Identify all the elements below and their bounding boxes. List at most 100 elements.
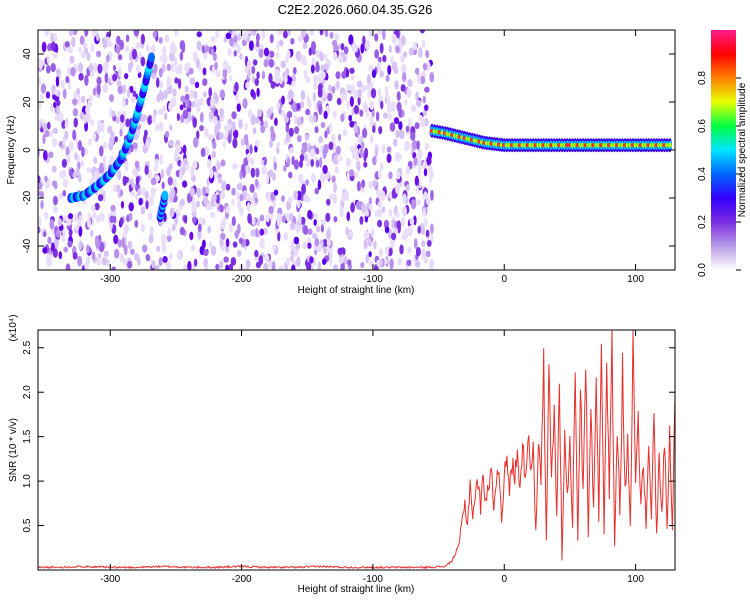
noise-cell xyxy=(169,207,175,218)
noise-cell xyxy=(204,127,209,138)
noise-cell xyxy=(144,165,149,176)
noise-cell xyxy=(396,101,402,112)
noise-cell xyxy=(115,116,120,125)
noise-cell xyxy=(254,145,258,153)
noise-cell xyxy=(255,179,259,188)
noise-cell xyxy=(73,117,79,128)
noise-cell xyxy=(346,83,352,92)
noise-cell xyxy=(52,127,59,134)
noise-cell xyxy=(349,145,355,153)
noise-cell xyxy=(164,34,170,43)
noise-cell xyxy=(296,116,302,127)
noise-cell xyxy=(231,111,237,120)
noise-cell xyxy=(329,122,333,133)
noise-cell xyxy=(310,64,315,74)
noise-cell xyxy=(346,100,350,110)
noise-cell xyxy=(415,91,419,102)
noise-cell xyxy=(244,239,250,247)
noise-cell xyxy=(246,202,251,212)
noise-cell xyxy=(79,111,85,120)
noise-cell xyxy=(245,193,252,202)
snr-x-axis: -300 -200 -100 0 100 xyxy=(100,330,644,585)
noise-cell xyxy=(407,79,413,88)
noise-cell xyxy=(192,160,198,170)
noise-cell xyxy=(75,166,80,176)
tone-track-cell xyxy=(147,52,155,63)
noise-cell xyxy=(119,252,125,263)
noise-cell xyxy=(137,188,142,196)
noise-cell xyxy=(292,66,297,75)
noise-cell xyxy=(359,186,365,194)
noise-cell xyxy=(267,108,272,117)
noise-cell xyxy=(229,36,234,47)
noise-cell xyxy=(319,156,323,168)
noise-cell xyxy=(393,138,398,147)
noise-cell xyxy=(276,141,281,149)
noise-cell xyxy=(72,98,78,106)
noise-cell xyxy=(318,103,323,115)
noise-cell xyxy=(338,256,345,264)
y-tick-label: 1.0 xyxy=(22,474,33,488)
noise-cell xyxy=(126,260,133,269)
noise-cell xyxy=(276,102,281,110)
snr-panel: -300 -200 -100 0 100 0.5 1.0 1.5 2.0 2.5 Height … xyxy=(8,314,676,595)
noise-cell xyxy=(360,261,365,269)
noise-cell xyxy=(176,113,181,122)
noise-cell xyxy=(403,51,408,58)
noise-cell xyxy=(161,181,165,190)
noise-cell xyxy=(179,51,184,61)
noise-cell xyxy=(223,124,229,132)
noise-cell xyxy=(78,215,83,223)
noise-cell xyxy=(414,175,419,187)
noise-cell xyxy=(309,256,314,264)
noise-cell xyxy=(266,191,272,202)
noise-cell xyxy=(209,241,213,249)
noise-cell xyxy=(61,234,66,243)
noise-cell xyxy=(222,141,226,148)
noise-cell xyxy=(50,62,56,73)
noise-cell xyxy=(430,189,434,201)
noise-cell xyxy=(369,134,374,144)
noise-cell xyxy=(362,128,368,139)
noise-cell xyxy=(217,176,222,184)
noise-cell xyxy=(385,245,390,255)
noise-cell xyxy=(144,190,149,200)
noise-cell xyxy=(385,74,390,82)
noise-cell xyxy=(296,134,302,143)
noise-cell xyxy=(343,255,348,265)
noise-cell xyxy=(39,190,45,199)
noise-cell xyxy=(416,99,422,108)
noise-cell xyxy=(362,100,367,112)
noise-cell xyxy=(295,50,302,61)
noise-cell xyxy=(81,146,85,158)
noise-cell xyxy=(232,163,238,170)
noise-cell xyxy=(279,77,283,85)
noise-cell xyxy=(430,233,434,244)
noise-cell xyxy=(298,173,304,184)
noise-cell xyxy=(158,108,164,116)
noise-cell xyxy=(250,88,255,98)
y-tick-label: -20 xyxy=(22,190,33,205)
noise-cell xyxy=(78,226,83,237)
noise-cell xyxy=(131,48,138,60)
noise-cell xyxy=(281,215,287,223)
noise-cell xyxy=(359,109,364,117)
noise-cell xyxy=(270,191,275,202)
noise-cell xyxy=(251,216,256,226)
noise-cell xyxy=(239,53,243,61)
noise-cell xyxy=(334,33,340,42)
noise-cell xyxy=(312,114,317,123)
noise-cell xyxy=(227,47,232,57)
noise-cell xyxy=(353,123,358,134)
noise-cell xyxy=(420,248,426,259)
noise-cell xyxy=(366,74,372,85)
noise-cell xyxy=(353,105,360,115)
noise-cell xyxy=(73,91,78,99)
y-tick-label: 40 xyxy=(22,48,33,60)
noise-cell xyxy=(150,187,156,196)
noise-cell xyxy=(305,76,311,83)
noise-cell xyxy=(410,198,417,210)
noise-cell xyxy=(216,161,221,170)
noise-cell xyxy=(412,41,418,51)
noise-cell xyxy=(156,94,161,103)
